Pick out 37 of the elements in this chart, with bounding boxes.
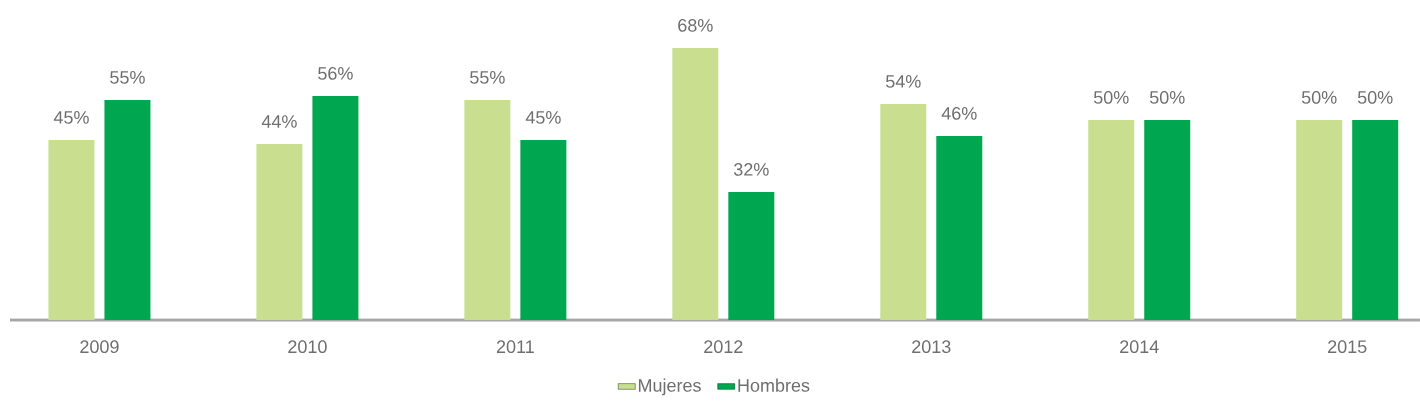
x-tick-label: 2014 [1120,340,1159,354]
legend-label: Mujeres [638,378,701,396]
bar [104,99,151,320]
bar [256,143,303,320]
data-label: 50% [1357,91,1393,104]
data-label: 68% [678,19,713,32]
data-label: 56% [318,67,353,80]
data-label: 45% [53,111,89,124]
bar [880,103,927,320]
x-tick-label: 2015 [1328,340,1367,354]
bar [48,139,95,320]
data-label: 50% [1301,91,1337,104]
x-tick-label: 2011 [496,340,534,354]
x-tick-label: 2009 [80,340,119,354]
data-label: 44% [261,115,297,128]
bar [1144,119,1191,320]
bar [1352,119,1399,320]
bar [728,191,775,320]
data-label: 54% [885,75,921,88]
data-label: 50% [1149,91,1185,104]
data-label: 55% [470,71,505,84]
data-label: 50% [1093,91,1129,104]
data-label: 45% [525,111,561,124]
x-tick-label: 2012 [704,340,743,354]
bar [520,139,567,320]
data-label: 32% [734,163,769,176]
bar [464,99,511,320]
x-tick-label: 2013 [912,340,951,354]
bar [936,135,983,320]
data-label: 55% [110,71,145,84]
bar [312,95,359,320]
bar [1088,119,1135,320]
x-tick-label: 2010 [288,340,327,354]
legend-label: Hombres [738,378,810,392]
bar [672,47,719,320]
data-label: 46% [941,107,977,120]
bar [1296,119,1343,320]
